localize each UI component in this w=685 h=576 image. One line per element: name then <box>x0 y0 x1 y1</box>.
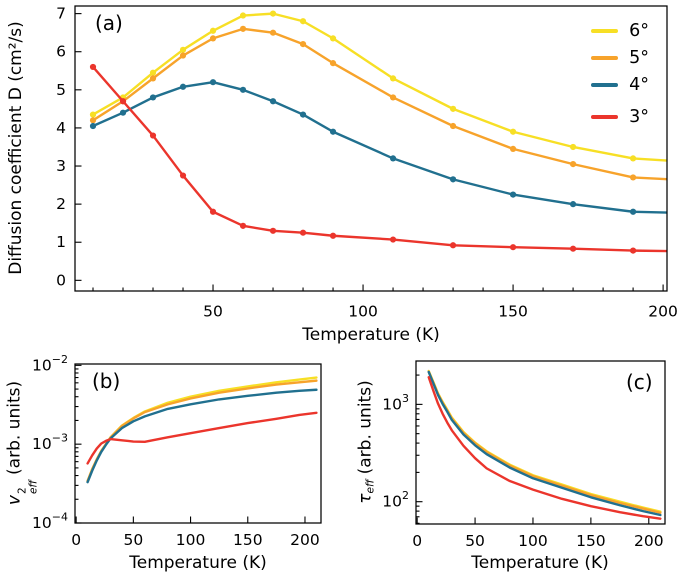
panel-a-xlabel: Temperature (K) <box>302 325 440 345</box>
legend-label-3deg: 3° <box>629 107 649 127</box>
svg-text:5: 5 <box>56 81 66 99</box>
panel-b-series-4deg <box>86 388 318 484</box>
panel-a-axis-ticks: 50 100 150 200 0 1 2 3 4 5 6 7 <box>56 5 678 321</box>
panel-c-ylabel-symbol: τ <box>355 493 376 504</box>
legend: 6° 5° 4° 3° <box>591 19 649 132</box>
svg-text:4: 4 <box>56 119 66 137</box>
svg-text:100: 100 <box>348 303 378 321</box>
svg-text:0: 0 <box>412 532 422 550</box>
panel-c-spines <box>415 360 666 525</box>
svg-text:3: 3 <box>56 157 66 175</box>
panel-a-series <box>89 10 667 254</box>
legend-item-3deg: 3° <box>591 105 649 129</box>
svg-text:50: 50 <box>203 303 223 321</box>
svg-text:100: 100 <box>518 532 548 550</box>
panel-b-series <box>86 376 318 484</box>
svg-text:200: 200 <box>634 532 664 550</box>
panel-c-ylabel-subscript: eff <box>364 479 377 494</box>
panel-b-series-3deg <box>86 411 318 465</box>
panel-b-xlabel: Temperature (K) <box>129 553 267 573</box>
svg-text:1: 1 <box>56 233 66 251</box>
svg-text:50: 50 <box>465 532 485 550</box>
svg-text:102: 102 <box>382 489 409 511</box>
panel-a-series-5deg <box>89 25 667 181</box>
svg-text:10−2: 10−2 <box>32 352 68 374</box>
legend-swatch-4deg-line <box>591 83 619 87</box>
legend-label-5deg: 5° <box>629 48 649 68</box>
panel-a-spines <box>74 5 668 292</box>
legend-label-6deg: 6° <box>629 21 649 41</box>
svg-text:10−3: 10−3 <box>32 431 68 453</box>
svg-text:0: 0 <box>71 531 81 549</box>
svg-text:150: 150 <box>233 531 263 549</box>
panel-c-ylabel-units: (arb. units) <box>355 380 376 475</box>
svg-text:100: 100 <box>176 531 206 549</box>
panel-c-plot: 0 50 100 150 200 103 102 <box>382 360 666 550</box>
svg-text:150: 150 <box>576 532 606 550</box>
legend-item-4deg: 4° <box>591 73 649 97</box>
panel-a-series-4deg <box>89 79 667 215</box>
panel-c-letter: (c) <box>626 370 653 394</box>
panel-b-ylabel-units: (arb. units) <box>4 380 25 475</box>
svg-text:103: 103 <box>382 391 409 413</box>
svg-text:200: 200 <box>648 303 678 321</box>
panel-c-series-4deg <box>427 370 662 517</box>
panel-b-ylabel-supsub: 2 eff <box>16 479 40 495</box>
panel-a-plot: 50 100 150 200 0 1 2 3 4 5 6 7 <box>56 5 678 321</box>
panel-b-ylabel: v 2 eff (arb. units) <box>5 381 40 505</box>
panel-a-letter: (a) <box>95 11 123 35</box>
panel-a-series-3deg <box>89 63 667 254</box>
panel-b-axis-ticks: 0 50 100 150 200 10−2 10−3 10−4 <box>32 352 320 549</box>
legend-label-4deg: 4° <box>629 75 649 95</box>
svg-text:150: 150 <box>498 303 528 321</box>
panel-a-ylabel: Diffusion coefficient D (cm²/s) <box>6 21 26 275</box>
svg-text:50: 50 <box>123 531 143 549</box>
panel-b-spines <box>74 363 322 524</box>
panel-b-plot: 0 50 100 150 200 10−2 10−3 10−4 <box>32 352 322 549</box>
panel-c-axis-ticks: 0 50 100 150 200 103 102 <box>382 374 664 550</box>
legend-swatch-6deg-line <box>591 29 619 33</box>
svg-text:2: 2 <box>56 195 66 213</box>
panel-c-xlabel: Temperature (K) <box>471 553 609 573</box>
panel-b-letter: (b) <box>92 369 121 393</box>
panel-c-ylabel: τeff (arb. units) <box>355 380 376 503</box>
legend-item-6deg: 6° <box>591 19 649 43</box>
svg-text:6: 6 <box>56 43 66 61</box>
panel-c-series-3deg <box>427 376 662 520</box>
legend-swatch-3deg-line <box>591 115 619 119</box>
svg-text:200: 200 <box>290 531 320 549</box>
svg-text:10−4: 10−4 <box>32 510 68 532</box>
legend-swatch-5deg-line <box>591 56 619 60</box>
svg-text:7: 7 <box>56 5 66 23</box>
legend-item-5deg: 5° <box>591 46 649 70</box>
panel-c-series <box>427 369 662 520</box>
svg-text:0: 0 <box>56 271 66 289</box>
panel-a-series-6deg <box>89 10 667 162</box>
panel-b-ylabel-symbol: v <box>4 495 25 506</box>
